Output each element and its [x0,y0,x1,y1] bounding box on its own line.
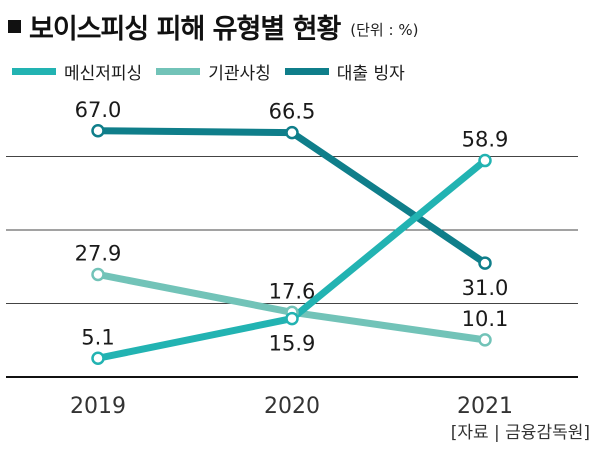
source-note: [자료 | 금융감독원] [450,423,590,443]
legend-item-agency: 기관사칭 [156,59,271,84]
legend-item-loan: 대출 빙자 [284,59,405,84]
point-s2-2020 [285,125,299,140]
value-labels: 5.1 15.9 58.9 27.9 17.6 10.1 67.0 66.5 31.0 [75,98,509,356]
x-tick-label-2021: 2021 [457,394,513,419]
point-s0-2019 [91,351,105,366]
point-s2-2019 [91,124,105,138]
point-s1-2021 [478,333,492,347]
legend-label-messenger: 메신저피싱 [64,63,143,84]
value-label-s2-2021: 31.0 [462,276,509,300]
chart-title: 보이스피싱 피해 유형별 현황 [29,13,341,45]
series-points [91,124,492,366]
value-label-s2-2020: 66.5 [269,100,316,124]
point-s1-2019 [91,267,105,282]
series-line-2 [94,127,489,267]
legend-label-agency: 기관사칭 [208,63,271,84]
value-label-s0-2020: 15.9 [269,332,316,356]
title-square-icon [8,19,21,33]
value-label-s0-2019: 5.1 [81,325,114,349]
legend-swatch-messenger [12,67,56,75]
value-label-s2-2019: 67.0 [75,98,122,122]
value-label-s0-2021: 58.9 [462,128,509,152]
point-s2-2021 [478,256,492,270]
point-s0-2021 [478,153,492,168]
value-label-s1-2021: 10.1 [462,307,509,331]
title-row: 보이스피싱 피해 유형별 현황 (단위 : %) [8,6,418,46]
chart-unit: (단위 : %) [350,20,419,39]
x-tick-label-2019: 2019 [70,394,126,419]
value-label-s1-2020: 17.6 [269,279,316,303]
legend-swatch-agency [156,67,201,75]
legend-label-loan: 대출 빙자 [336,63,405,84]
legend-swatch-loan [284,67,329,75]
legend: 메신저피싱 기관사칭 대출 빙자 [12,58,419,84]
point-s0-2020 [285,311,299,326]
legend-item-messenger: 메신저피싱 [12,59,142,84]
value-label-s1-2019: 27.9 [75,241,122,265]
x-tick-label-2020: 2020 [264,394,320,419]
